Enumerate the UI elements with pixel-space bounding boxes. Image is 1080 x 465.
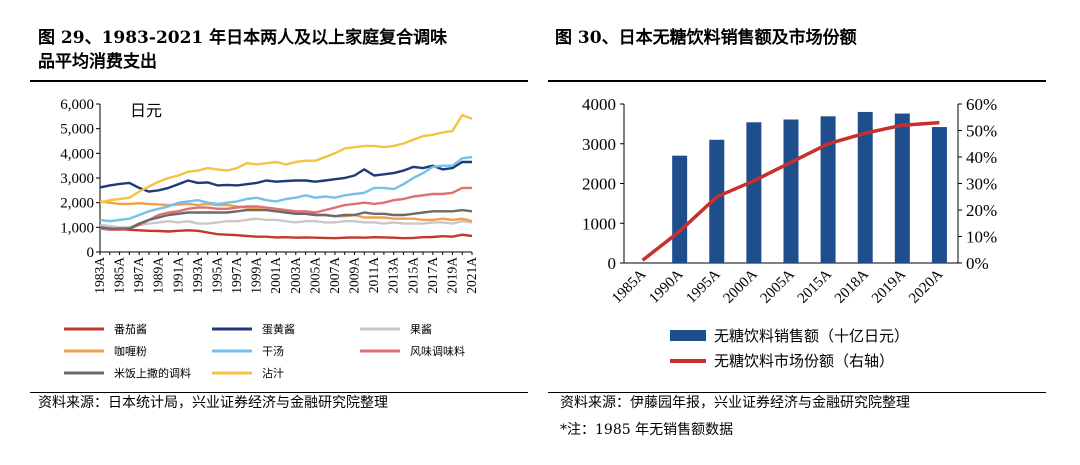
left-x-tick-label: 1993A	[190, 257, 205, 294]
right-legend-bar-swatch	[670, 330, 706, 341]
left-chart-title-line2: 品平均消费支出	[38, 52, 157, 72]
right-left-tick-label: 0	[608, 254, 617, 273]
right-left-tick-label: 2000	[582, 175, 616, 194]
left-y-tick-label: 6,000	[60, 97, 94, 113]
left-legend-label: 番茄酱	[114, 322, 147, 336]
left-x-tick-label: 1997A	[229, 257, 244, 294]
left-y-unit-label: 日元	[130, 103, 162, 120]
left-chart-title-line1: 图 29、1983-2021 年日本两人及以上家庭复合调味	[38, 28, 448, 48]
right-chart-title: 图 30、日本无糖饮料销售额及市场份额	[555, 28, 857, 48]
left-legend-label: 沾汁	[262, 366, 284, 380]
left-legend-label: 米饭上撒的调料	[114, 366, 191, 380]
left-title-rule	[30, 80, 528, 82]
right-bar	[672, 155, 688, 263]
left-x-tick-label: 2009A	[347, 257, 362, 294]
right-source: 资料来源：伊藤园年报，兴业证券经济与金融研究院整理	[560, 395, 910, 411]
left-y-tick-label: 0	[87, 245, 95, 261]
left-x-tick-label: 2011A	[366, 257, 381, 293]
left-source: 资料来源：日本统计局，兴业证券经济与金融研究院整理	[38, 395, 388, 411]
right-bar	[783, 119, 799, 263]
left-x-tick-label: 2005A	[307, 257, 322, 294]
right-bar-line-chart: 010002000300040000%10%20%30%40%50%60%198…	[582, 95, 997, 370]
left-legend-label: 咖喱粉	[114, 344, 147, 358]
left-x-tick-label: 1991A	[170, 257, 185, 294]
left-series-line	[99, 217, 473, 229]
left-y-tick-label: 2,000	[60, 196, 94, 212]
left-x-tick-label: 1989A	[151, 257, 166, 294]
left-legend-label: 果酱	[410, 322, 432, 336]
right-x-tick-label: 1990A	[646, 266, 686, 306]
left-legend-label: 干汤	[262, 344, 284, 358]
left-y-tick-label: 4,000	[60, 146, 94, 162]
right-right-tick-label: 60%	[966, 95, 997, 114]
left-axes	[96, 103, 473, 255]
right-legend-line-label: 无糖饮料市场份额（右轴）	[714, 352, 894, 370]
right-bar	[820, 116, 836, 263]
left-bottom-rule	[30, 392, 528, 393]
left-x-tick-label: 2015A	[405, 257, 420, 294]
left-series-line	[99, 226, 473, 240]
right-title-rule	[548, 80, 1046, 82]
right-legend-bar-label: 无糖饮料销售额（十亿日元）	[714, 327, 909, 345]
right-bottom-rule	[548, 392, 1046, 393]
left-line-chart: 0 1,000 2,000 3,000 4,000 5,000 6,000 1983A 1985…	[60, 97, 479, 380]
left-y-tick-label: 1,000	[60, 220, 94, 236]
right-line-group	[641, 120, 940, 262]
left-x-tick-label: 2017A	[425, 257, 440, 294]
left-x-tick-label: 1985A	[112, 257, 127, 294]
left-legend-label: 蛋黄酱	[262, 322, 295, 336]
left-x-tick-label: 1987A	[131, 257, 146, 294]
right-x-tick-label: 2005A	[758, 266, 798, 306]
right-left-tick-label: 1000	[582, 214, 616, 233]
left-series-line	[99, 113, 473, 204]
left-series-line	[99, 160, 472, 193]
left-series-line	[99, 208, 473, 230]
left-x-tick-label: 2021A	[464, 257, 479, 294]
right-share-line	[641, 120, 940, 262]
right-bar	[931, 127, 947, 264]
right-bar	[894, 113, 910, 263]
left-x-tick-label: 1999A	[249, 257, 264, 294]
left-series-line	[99, 186, 472, 232]
right-note: *注：1985 年无销售额数据	[560, 422, 734, 438]
right-right-tick-label: 30%	[966, 175, 997, 194]
right-right-tick-label: 50%	[966, 122, 997, 141]
right-x-tick-label: 2020A	[906, 266, 946, 306]
right-legend: 无糖饮料销售额（十亿日元） 无糖饮料市场份额（右轴）	[670, 327, 909, 370]
left-y-tick-label: 3,000	[60, 171, 94, 187]
right-right-tick-label: 0%	[966, 254, 989, 273]
left-x-tick-label: 1995A	[209, 257, 224, 294]
right-right-tick-label: 10%	[966, 228, 997, 247]
left-series-group	[99, 113, 473, 240]
left-series-line	[99, 155, 473, 223]
right-x-tick-label: 2000A	[721, 266, 761, 306]
right-x-tick-label: 2019A	[869, 266, 909, 306]
left-x-tick-label: 1983A	[92, 257, 107, 294]
left-x-tick-label: 2007A	[327, 257, 342, 294]
left-x-tick-label: 2013A	[386, 257, 401, 294]
right-bar	[857, 111, 873, 263]
right-left-tick-label: 4000	[582, 95, 616, 114]
right-bar	[709, 139, 725, 263]
right-x-tick-label: 1995A	[683, 266, 723, 306]
left-x-tick-label: 2003A	[288, 257, 303, 294]
left-chart-title: 图 29、1983-2021 年日本两人及以上家庭复合调味 品平均消费支出	[38, 26, 447, 74]
right-x-tick-label: 2018A	[832, 266, 872, 306]
right-bars-group	[672, 111, 947, 264]
left-x-tick-label: 2019A	[444, 257, 459, 294]
right-x-tick-label: 2015A	[795, 266, 835, 306]
left-legend-label: 风味调味料	[410, 344, 465, 358]
right-left-tick-label: 3000	[582, 135, 616, 154]
left-y-tick-label: 5,000	[60, 122, 94, 138]
right-bar	[746, 122, 762, 263]
right-right-tick-label: 20%	[966, 201, 997, 220]
left-tick-labels: 0 1,000 2,000 3,000 4,000 5,000 6,000 1983A 1985…	[60, 97, 479, 294]
right-right-tick-label: 40%	[966, 148, 997, 167]
left-x-tick-label: 2001A	[268, 257, 283, 294]
